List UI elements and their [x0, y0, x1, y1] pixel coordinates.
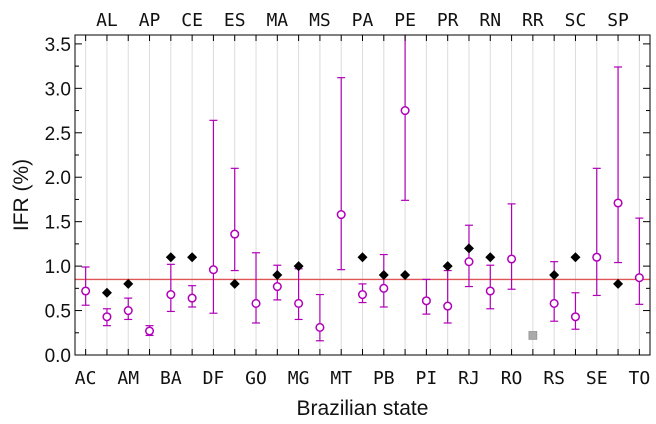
x-tick-label-rs: RS	[543, 368, 565, 389]
x-top-tick-label-pe: PE	[394, 10, 416, 31]
ifr-point-ms	[315, 322, 325, 332]
diamond-point-ba	[165, 252, 176, 263]
x-top-tick-label-pa: PA	[352, 10, 374, 31]
ifr-point-pb	[379, 283, 389, 293]
x-top-tick-label-pr: PR	[437, 10, 459, 31]
ifr-point-rj	[464, 257, 474, 267]
diamond-point-ce	[187, 252, 198, 263]
ifr-point-am	[123, 306, 133, 316]
diamond-point-pr	[442, 261, 453, 272]
diamond-point-sc	[570, 252, 581, 263]
y-axis-title: IFR (%)	[10, 159, 33, 231]
x-tick-label-mt: MT	[330, 368, 352, 389]
x-top-tick-label-al: AL	[96, 10, 118, 31]
y-tick-label: 2.5	[45, 124, 71, 145]
diamond-point-mg	[293, 261, 304, 272]
x-top-tick-label-ms: MS	[309, 10, 331, 31]
x-top-tick-label-ap: AP	[139, 10, 161, 31]
ifr-point-sp	[613, 198, 623, 208]
ifr-point-mt	[336, 210, 346, 220]
x-top-tick-label-ma: MA	[266, 10, 288, 31]
x-top-tick-label-es: ES	[224, 10, 246, 31]
x-tick-label-ro: RO	[501, 368, 523, 389]
diamond-point-rj	[463, 243, 474, 254]
diamond-point-pb	[378, 270, 389, 280]
diamond-point-rs	[549, 270, 560, 280]
x-top-tick-label-sp: SP	[607, 10, 629, 31]
ticks: 0.0 0.5 1.0 1.5 2.0 2.5 3.0 3.5 AC AM BA DF GO MG MT PB…	[45, 10, 651, 389]
ifr-point-mg	[294, 298, 304, 308]
x-tick-label-ac: AC	[75, 368, 97, 389]
ifr-point-pa	[357, 290, 368, 300]
y-tick-label: 3.0	[45, 79, 71, 100]
ifr-point-rn	[485, 286, 495, 296]
diamond-point-rn	[485, 252, 496, 263]
diamond-point-es	[229, 278, 240, 289]
diamond-point-al	[101, 287, 112, 298]
x-top-tick-label-sc: SC	[565, 10, 587, 31]
ifr-point-rs	[549, 298, 559, 308]
diamond-point-pa	[357, 252, 368, 263]
ifr-point-ce	[187, 293, 197, 303]
diamond-point-pe	[400, 270, 411, 280]
ifr-point-pr	[443, 301, 453, 311]
y-tick-label: 0.0	[45, 346, 71, 367]
ifr-point-ac	[81, 286, 91, 296]
x-tick-label-pb: PB	[373, 368, 395, 389]
square-point-rr	[528, 331, 538, 340]
diamond-point-ma	[272, 270, 283, 280]
y-tick-label: 1.5	[45, 213, 71, 234]
ifr-point-ap	[144, 326, 155, 336]
x-tick-label-df: DF	[203, 368, 225, 389]
ifr-point-ro	[507, 254, 517, 264]
ifr-point-go	[251, 298, 261, 308]
x-tick-label-pi: PI	[416, 368, 438, 389]
y-tick-label: 2.0	[45, 168, 71, 189]
diamond-point-sp	[613, 278, 624, 289]
x-tick-label-ba: BA	[160, 368, 182, 389]
diamond-point-am	[123, 278, 134, 289]
ifr-point-to	[634, 273, 644, 283]
x-tick-label-mg: MG	[288, 368, 310, 389]
y-tick-label: 1.0	[45, 257, 71, 278]
ifr-point-se	[592, 252, 602, 262]
ifr-point-es	[230, 229, 240, 239]
x-tick-label-se: SE	[586, 368, 608, 389]
marks	[81, 35, 644, 342]
x-axis-title: Brazilian state	[297, 397, 429, 420]
x-top-tick-label-ce: CE	[181, 10, 203, 31]
x-tick-label-am: AM	[117, 368, 139, 389]
ifr-point-ma	[272, 282, 282, 292]
x-top-tick-label-rr: RR	[522, 10, 544, 31]
y-tick-label: 3.5	[45, 35, 71, 56]
ifr-point-sc	[570, 312, 581, 322]
ifr-point-pi	[421, 296, 431, 306]
ifr-point-df	[208, 265, 218, 275]
ifr-point-pe	[400, 106, 410, 116]
x-tick-label-rj: RJ	[458, 368, 480, 389]
ifr-point-ba	[166, 290, 176, 300]
x-tick-label-to: TO	[629, 368, 651, 389]
x-tick-label-go: GO	[245, 368, 267, 389]
y-tick-label: 0.5	[45, 302, 71, 323]
x-top-tick-label-rn: RN	[479, 10, 501, 31]
ifr-point-al	[102, 312, 112, 322]
